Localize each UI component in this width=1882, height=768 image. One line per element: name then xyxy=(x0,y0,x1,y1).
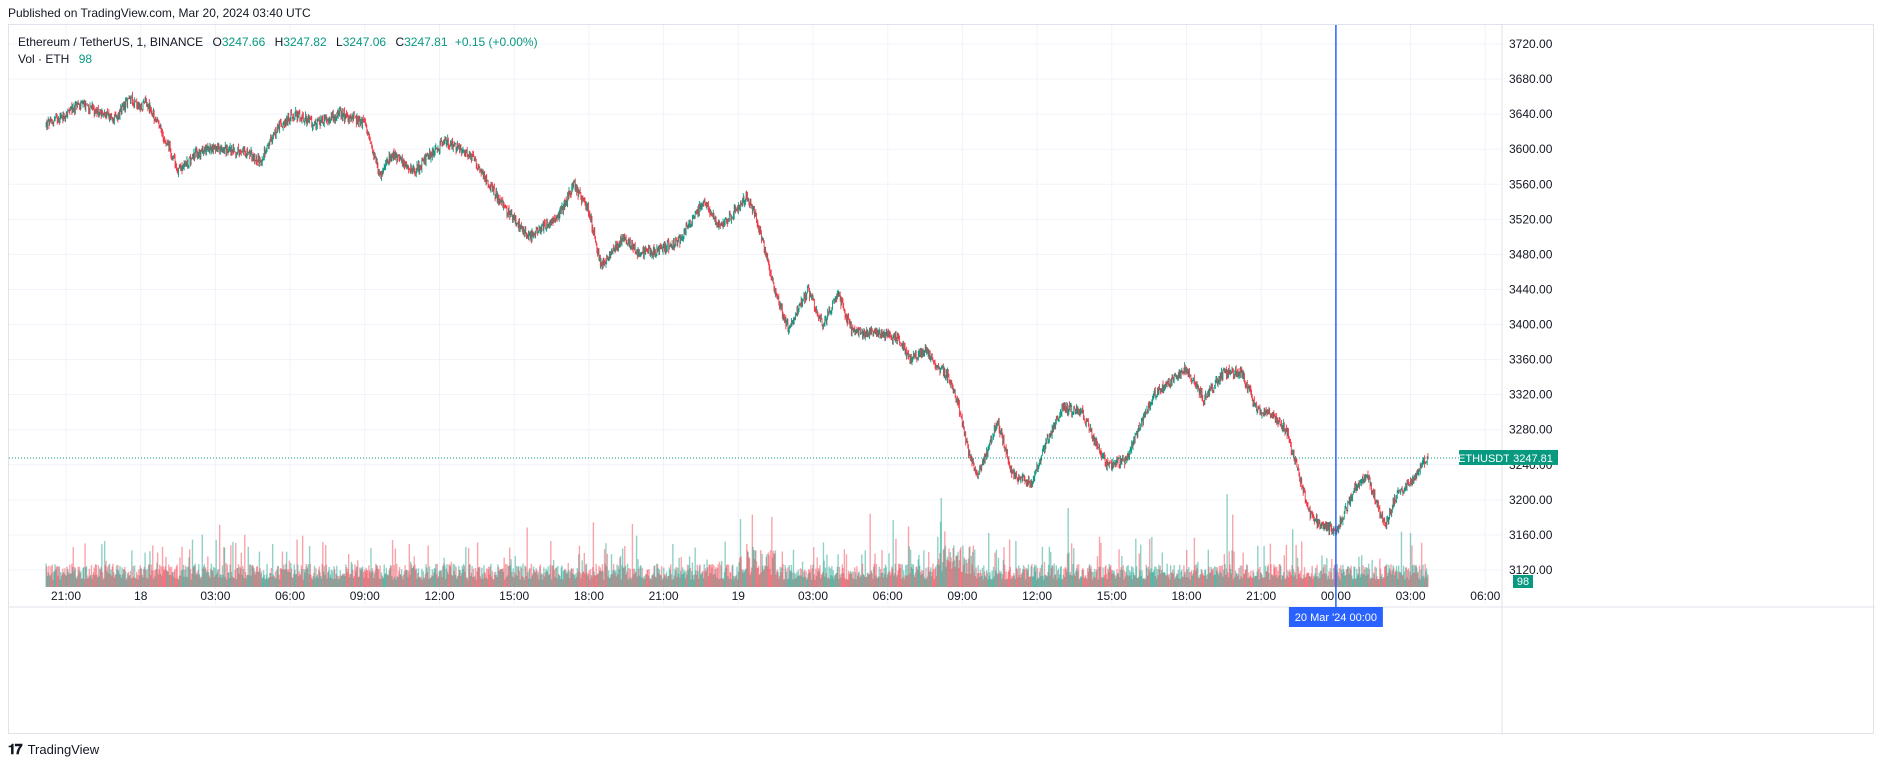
price-tick-label: 3400.00 xyxy=(1509,318,1553,332)
low-label: L xyxy=(336,35,343,49)
volume-label[interactable]: Vol · ETH xyxy=(18,52,70,66)
price-tick-label: 3680.00 xyxy=(1509,72,1553,86)
close-value: 3247.81 xyxy=(404,35,448,49)
time-tick-label: 18:00 xyxy=(1171,589,1201,603)
time-tick-label: 21:00 xyxy=(1246,589,1276,603)
volume-tag-value: 98 xyxy=(1517,576,1529,588)
price-tag-value: 3247.81 xyxy=(1513,453,1553,465)
change-value: +0.15 (+0.00%) xyxy=(454,35,538,49)
price-tag[interactable] xyxy=(1509,449,1558,465)
symbol-tag[interactable] xyxy=(1459,449,1509,465)
ohlc-row: Ethereum / TetherUS, 1, BINANCE O3247.66… xyxy=(18,34,538,51)
time-tick-label: 06:00 xyxy=(873,589,903,603)
tradingview-logo-icon: 𝟏𝟕 xyxy=(8,741,23,757)
brand-name: TradingView xyxy=(27,742,100,757)
open-label: O xyxy=(212,35,222,49)
price-tick-label: 3160.00 xyxy=(1509,528,1553,542)
candlestick-chart[interactable]: 3720.00 3680.00 3640.00 3600.00 3560.00 3520.… xyxy=(9,25,1875,735)
volume-value: 98 xyxy=(78,52,93,66)
chart-legend: Ethereum / TetherUS, 1, BINANCE O3247.66… xyxy=(18,34,538,68)
close-label: C xyxy=(395,35,405,49)
time-tick-label: 15:00 xyxy=(1097,589,1127,603)
volume-row: Vol · ETH 98 xyxy=(18,51,538,68)
time-tick-label: 06:00 xyxy=(1470,589,1500,603)
time-tick-label: 06:00 xyxy=(275,589,305,603)
chart-frame[interactable]: 3720.00 3680.00 3640.00 3600.00 3560.00 3520.… xyxy=(8,24,1875,735)
time-tick-label: 12:00 xyxy=(424,589,454,603)
price-tick-label: 3200.00 xyxy=(1509,493,1553,507)
symbol-tag-label: ETHUSDT xyxy=(1458,453,1510,465)
time-tick-label: 03:00 xyxy=(798,589,828,603)
open-value: 3247.66 xyxy=(221,35,266,49)
crosshair-time-label: 20 Mar '24 00:00 xyxy=(1295,612,1377,624)
price-tick-label: 3320.00 xyxy=(1509,388,1553,402)
high-value: 3247.82 xyxy=(283,35,327,49)
price-tick-label: 3720.00 xyxy=(1509,37,1553,51)
time-tick-label: 15:00 xyxy=(499,589,529,603)
time-tick-label: 19 xyxy=(732,589,746,603)
low-value: 3247.06 xyxy=(342,35,387,49)
price-tick-label: 3640.00 xyxy=(1509,107,1553,121)
time-tick-label: 18:00 xyxy=(574,589,604,603)
price-tick-label: 3520.00 xyxy=(1509,212,1553,226)
price-tick-label: 3480.00 xyxy=(1509,247,1553,261)
time-tick-label: 03:00 xyxy=(1396,589,1426,603)
price-tick-label: 3440.00 xyxy=(1509,282,1553,296)
brand-footer[interactable]: 𝟏𝟕 TradingView xyxy=(8,741,99,758)
price-tick-label: 3560.00 xyxy=(1509,177,1553,191)
price-tick-label: 3120.00 xyxy=(1509,563,1553,577)
time-tick-label: 03:00 xyxy=(200,589,230,603)
time-tick-label: 18 xyxy=(134,589,148,603)
time-tick-label: 12:00 xyxy=(1022,589,1052,603)
price-tick-label: 3280.00 xyxy=(1509,423,1553,437)
volume-tag xyxy=(1513,575,1533,588)
price-tick-label: 3600.00 xyxy=(1509,142,1553,156)
time-tick-label: 21:00 xyxy=(51,589,81,603)
time-tick-label: 21:00 xyxy=(649,589,679,603)
price-tick-label: 3360.00 xyxy=(1509,353,1553,367)
crosshair-time-tag xyxy=(1288,607,1383,627)
high-label: H xyxy=(274,35,284,49)
time-tick-label: 09:00 xyxy=(947,589,977,603)
published-caption: Published on TradingView.com, Mar 20, 20… xyxy=(8,6,311,20)
time-tick-label: 09:00 xyxy=(350,589,380,603)
symbol-title[interactable]: Ethereum / TetherUS, 1, BINANCE xyxy=(18,35,204,49)
